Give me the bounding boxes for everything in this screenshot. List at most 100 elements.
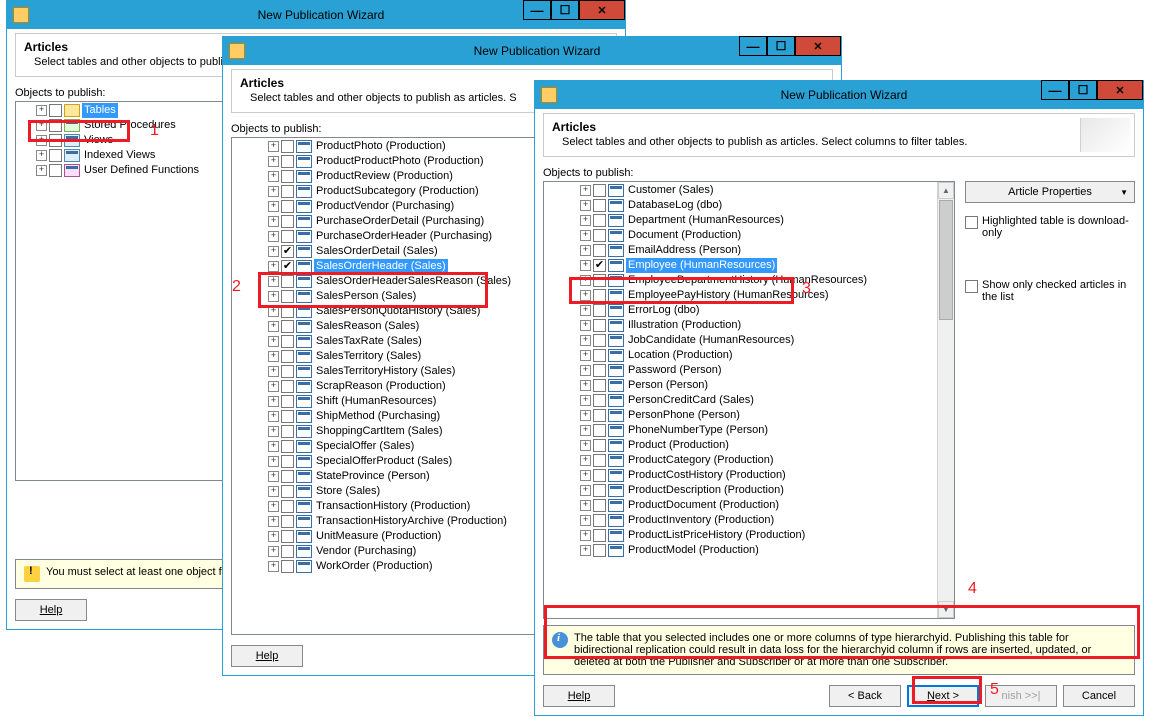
close-button[interactable] [579,0,625,20]
tree-item-label[interactable]: SpecialOffer (Sales) [314,439,416,454]
checkbox-icon[interactable] [965,280,978,293]
expand-icon[interactable] [580,425,591,436]
expand-icon[interactable] [580,200,591,211]
expand-icon[interactable] [580,470,591,481]
checkbox-icon[interactable] [281,335,294,348]
checkbox-icon[interactable] [593,304,606,317]
checkbox-icon[interactable] [593,529,606,542]
tree-row[interactable]: JobCandidate (HumanResources) [544,333,937,348]
expand-icon[interactable] [580,380,591,391]
tree-item-label[interactable]: PhoneNumberType (Person) [626,423,770,438]
tree-row[interactable]: ProductModel (Production) [544,543,937,558]
tree-row[interactable]: Product (Production) [544,438,937,453]
tree-item-label[interactable]: EmployeeDepartmentHistory (HumanResource… [626,273,869,288]
checkbox-icon[interactable] [593,289,606,302]
checkbox-icon[interactable] [593,214,606,227]
scroll-thumb[interactable] [939,200,953,320]
minimize-button[interactable] [523,0,551,20]
checkbox-icon[interactable] [593,544,606,557]
checkbox-icon[interactable] [281,260,294,273]
checkbox-icon[interactable] [281,545,294,558]
checkbox-icon[interactable] [593,274,606,287]
tree-item-label[interactable]: TransactionHistoryArchive (Production) [314,514,509,529]
expand-icon[interactable] [580,260,591,271]
tree-item-label[interactable]: ShipMethod (Purchasing) [314,409,442,424]
tree-item-label[interactable]: Tables [82,103,118,118]
checkbox-icon[interactable] [593,469,606,482]
tree-row[interactable]: EmployeePayHistory (HumanResources) [544,288,937,303]
expand-icon[interactable] [268,186,279,197]
tree-item-label[interactable]: StateProvince (Person) [314,469,432,484]
tree-item-label[interactable]: ProductModel (Production) [626,543,761,558]
tree-item-label[interactable]: Vendor (Purchasing) [314,544,418,559]
tree-item-label[interactable]: PurchaseOrderHeader (Purchasing) [314,229,494,244]
maximize-button[interactable] [1069,80,1097,100]
checkbox-icon[interactable] [593,184,606,197]
expand-icon[interactable] [580,185,591,196]
expand-icon[interactable] [268,291,279,302]
tree-row[interactable]: ProductListPriceHistory (Production) [544,528,937,543]
expand-icon[interactable] [580,245,591,256]
expand-icon[interactable] [580,215,591,226]
tree-item-label[interactable]: SalesReason (Sales) [314,319,421,334]
close-button[interactable] [795,36,841,56]
expand-icon[interactable] [580,440,591,451]
tree-item-label[interactable]: SalesOrderDetail (Sales) [314,244,440,259]
checkbox-icon[interactable] [281,410,294,423]
expand-icon[interactable] [36,135,47,146]
tree-item-label[interactable]: Illustration (Production) [626,318,743,333]
tree-item-label[interactable]: Customer (Sales) [626,183,716,198]
checkbox-icon[interactable] [593,484,606,497]
checkbox-icon[interactable] [593,229,606,242]
tree-row[interactable]: ProductCostHistory (Production) [544,468,937,483]
tree-row[interactable]: Password (Person) [544,363,937,378]
tree-row[interactable]: ProductInventory (Production) [544,513,937,528]
tree-item-label[interactable]: PersonCreditCard (Sales) [626,393,756,408]
checkbox-icon[interactable] [49,149,62,162]
checkbox-icon[interactable] [281,515,294,528]
tree-row[interactable]: PhoneNumberType (Person) [544,423,937,438]
checkbox-icon[interactable] [281,215,294,228]
minimize-button[interactable] [739,36,767,56]
checkbox-icon[interactable] [281,140,294,153]
expand-icon[interactable] [580,305,591,316]
tree-item-label[interactable]: ErrorLog (dbo) [626,303,702,318]
tree-row[interactable]: ProductCategory (Production) [544,453,937,468]
expand-icon[interactable] [268,561,279,572]
expand-icon[interactable] [268,456,279,467]
checkbox-icon[interactable] [593,454,606,467]
checkbox-icon[interactable] [281,290,294,303]
help-button[interactable]: Help [15,599,87,621]
tree-item-label[interactable]: Shift (HumanResources) [314,394,438,409]
expand-icon[interactable] [268,306,279,317]
checkbox-icon[interactable] [281,530,294,543]
tree-item-label[interactable]: EmailAddress (Person) [626,243,743,258]
tree-item-label[interactable]: ProductListPriceHistory (Production) [626,528,807,543]
maximize-button[interactable] [767,36,795,56]
tree-item-label[interactable]: SalesTerritoryHistory (Sales) [314,364,457,379]
tree-item-label[interactable]: ProductDescription (Production) [626,483,786,498]
expand-icon[interactable] [580,290,591,301]
checkbox-icon[interactable] [593,409,606,422]
tree-item-label[interactable]: Department (HumanResources) [626,213,786,228]
expand-icon[interactable] [268,426,279,437]
checkbox-icon[interactable] [281,230,294,243]
expand-icon[interactable] [580,530,591,541]
checkbox-icon[interactable] [593,319,606,332]
expand-icon[interactable] [268,471,279,482]
tree-item-label[interactable]: DatabaseLog (dbo) [626,198,724,213]
checkbox-icon[interactable] [281,305,294,318]
expand-icon[interactable] [268,156,279,167]
checkbox-icon[interactable] [281,380,294,393]
expand-icon[interactable] [268,531,279,542]
tree-row[interactable]: EmployeeDepartmentHistory (HumanResource… [544,273,937,288]
checkbox-icon[interactable] [281,170,294,183]
maximize-button[interactable] [551,0,579,20]
expand-icon[interactable] [268,261,279,272]
expand-icon[interactable] [268,336,279,347]
tree-item-label[interactable]: SalesPersonQuotaHistory (Sales) [314,304,482,319]
expand-icon[interactable] [580,320,591,331]
checkbox-icon[interactable] [281,365,294,378]
expand-icon[interactable] [580,500,591,511]
tree-row[interactable]: Document (Production) [544,228,937,243]
